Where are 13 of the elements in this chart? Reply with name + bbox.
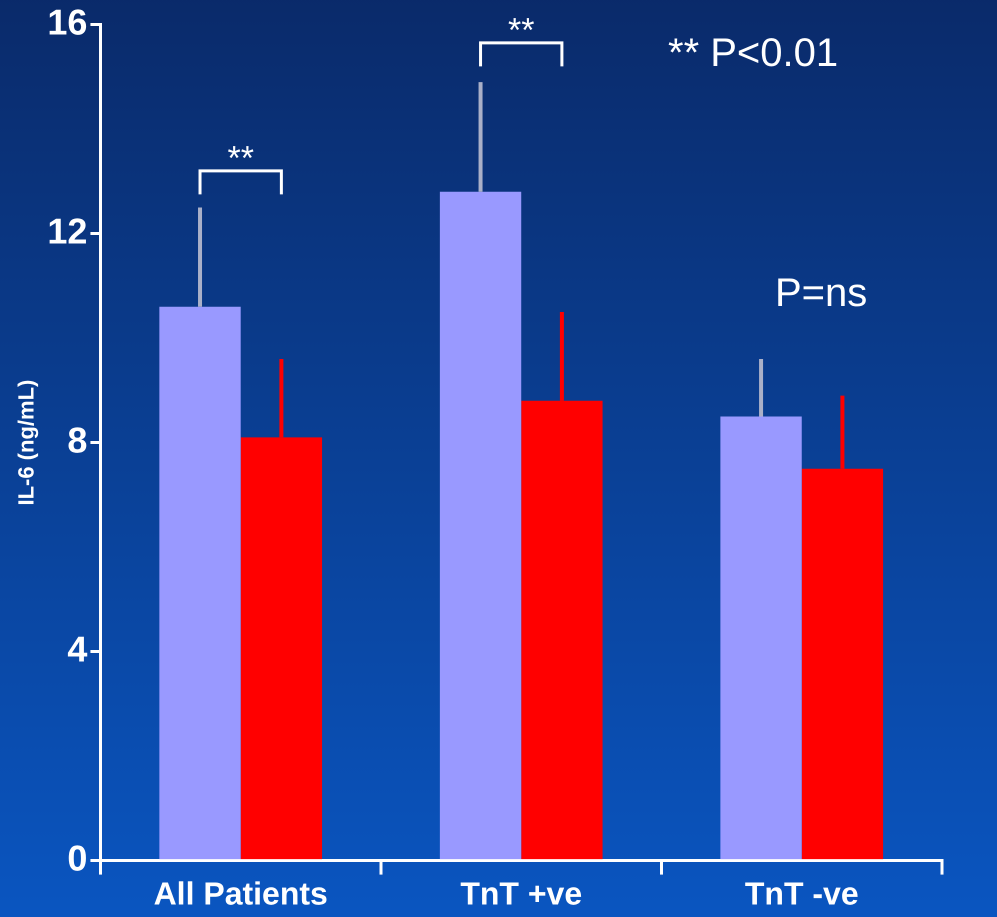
x-tick-label: TnT -ve [744, 876, 859, 912]
annotation: ** P<0.01 [668, 31, 838, 76]
annotation: P=ns [775, 271, 868, 316]
annotation: ** [508, 11, 534, 50]
y-tick-label: 16 [47, 2, 88, 43]
x-tick-label: TnT +ve [460, 876, 582, 912]
annotation: ** [227, 139, 254, 178]
y-tick-label: 4 [67, 628, 88, 670]
y-tick-label: 12 [47, 210, 88, 252]
y-tick-label: 0 [67, 838, 88, 879]
y-tick-label: 8 [67, 420, 88, 461]
x-tick-label: All Patients [154, 876, 328, 912]
y-axis-title: IL-6 (ng/mL) [13, 380, 38, 506]
